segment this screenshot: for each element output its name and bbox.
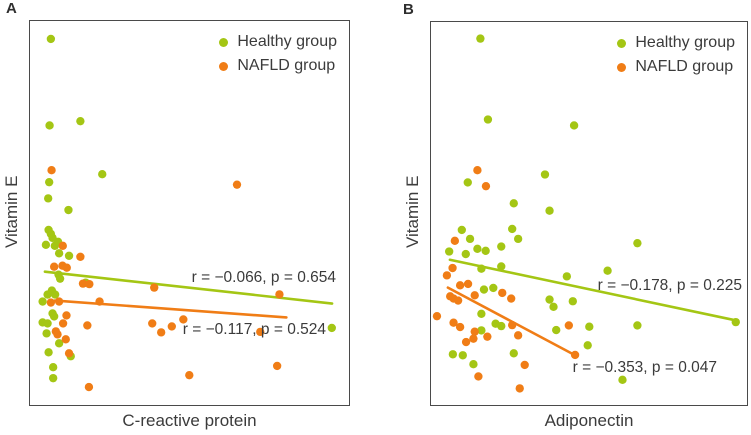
healthy-dot-icon bbox=[617, 38, 627, 48]
panel-b-y-axis-label: Vitamin E bbox=[403, 175, 422, 249]
panel-b-letter: B bbox=[403, 1, 414, 18]
panel-a-legend: Healthy group NAFLD group bbox=[219, 33, 337, 75]
panel-b-healthy-regression-stats: r = −0.178, p = 0.225 bbox=[597, 277, 742, 294]
healthy-dot-icon bbox=[219, 37, 229, 47]
nafld-dot-icon bbox=[617, 62, 627, 72]
legend-label-healthy: Healthy group bbox=[237, 33, 337, 50]
legend-item-healthy: Healthy group bbox=[617, 34, 735, 52]
panel-a-plot-area: Healthy group NAFLD group r = −0.066, p … bbox=[29, 20, 350, 406]
panel-a-nafld-regression-stats: r = −0.117, p = 0.524 bbox=[182, 321, 326, 338]
panel-a-healthy-regression-stats: r = −0.066, p = 0.654 bbox=[191, 269, 336, 286]
panel-b-x-axis-label: Adiponectin bbox=[544, 411, 634, 430]
panel-a-x-axis-label: C-reactive protein bbox=[122, 411, 257, 430]
panel-b-scatter-plot bbox=[432, 34, 740, 393]
legend-item-healthy: Healthy group bbox=[219, 33, 337, 51]
legend-label-nafld: NAFLD group bbox=[237, 57, 336, 74]
panel-b-plot-area: Healthy group NAFLD group r = −0.178, p … bbox=[430, 21, 748, 406]
legend-label-nafld: NAFLD group bbox=[635, 58, 734, 75]
nafld-dot-icon bbox=[219, 61, 229, 71]
panel-b-legend: Healthy group NAFLD group bbox=[617, 34, 735, 76]
panel-a-scatter-plot bbox=[38, 34, 336, 392]
panel-a-letter: A bbox=[6, 0, 17, 17]
panel-a-y-axis-label: Vitamin E bbox=[2, 175, 21, 249]
legend-label-healthy: Healthy group bbox=[635, 34, 735, 51]
panel-b-nafld-regression-stats: r = −0.353, p = 0.047 bbox=[572, 359, 717, 376]
legend-item-nafld: NAFLD group bbox=[617, 58, 735, 76]
legend-item-nafld: NAFLD group bbox=[219, 57, 337, 75]
